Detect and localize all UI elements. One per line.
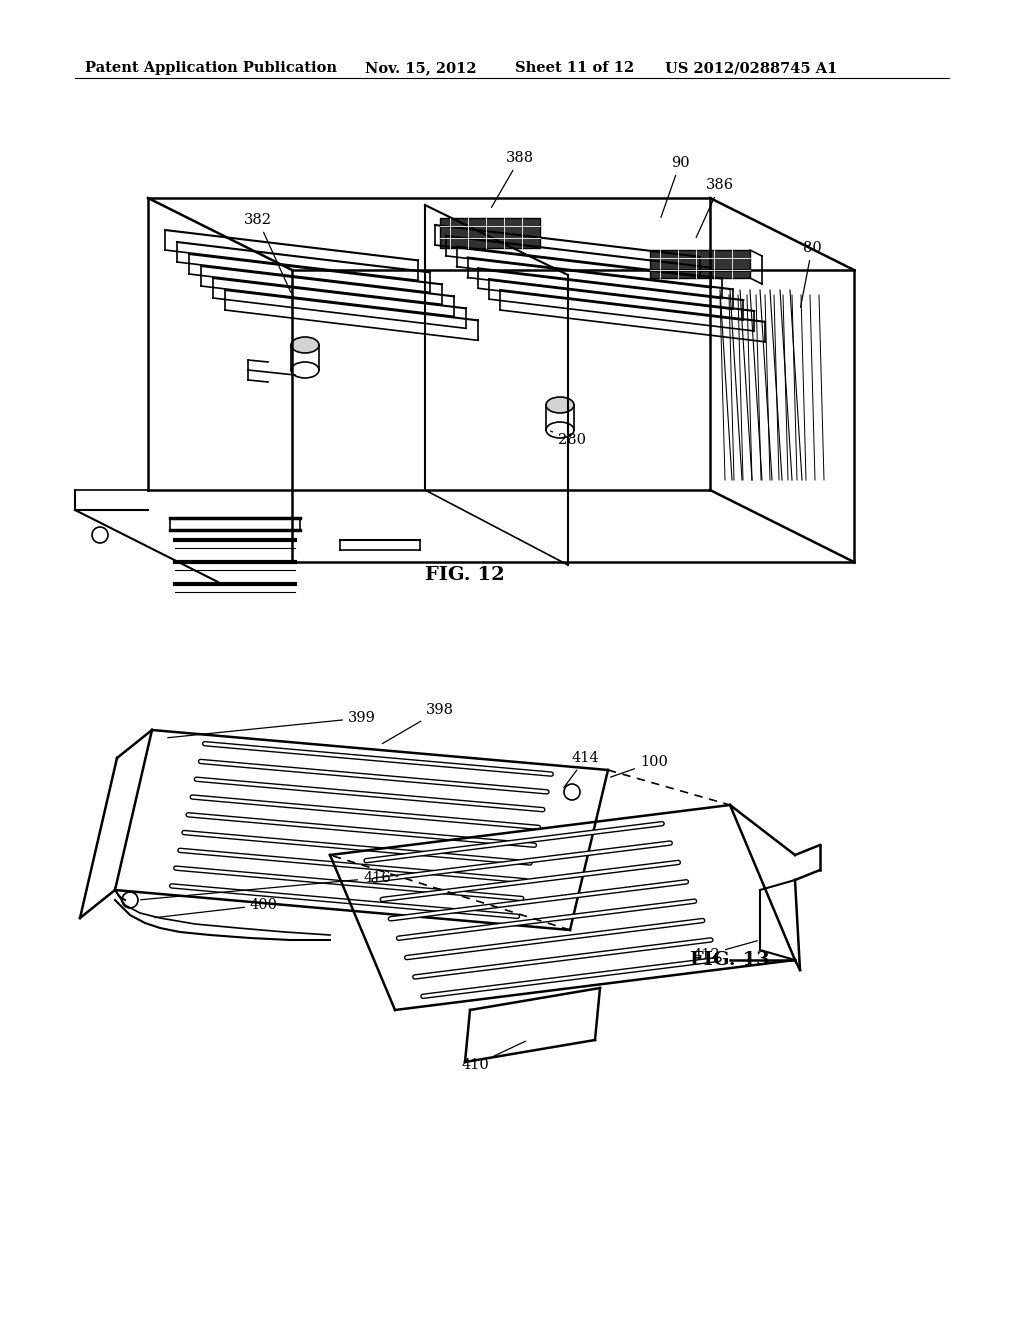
Text: Nov. 15, 2012: Nov. 15, 2012 xyxy=(365,61,476,75)
Text: 386: 386 xyxy=(696,178,734,238)
Text: 400: 400 xyxy=(155,898,278,917)
Ellipse shape xyxy=(291,362,319,378)
Text: 398: 398 xyxy=(382,704,454,743)
Text: 399: 399 xyxy=(168,711,376,738)
Text: 410: 410 xyxy=(461,1041,525,1072)
Polygon shape xyxy=(650,249,750,279)
Text: 414: 414 xyxy=(563,751,600,788)
Text: 90: 90 xyxy=(660,156,689,218)
Ellipse shape xyxy=(546,422,574,438)
Text: US 2012/0288745 A1: US 2012/0288745 A1 xyxy=(665,61,838,75)
Polygon shape xyxy=(440,218,540,248)
Ellipse shape xyxy=(546,397,574,413)
Text: 416: 416 xyxy=(140,871,391,900)
Text: Sheet 11 of 12: Sheet 11 of 12 xyxy=(515,61,634,75)
Text: 382: 382 xyxy=(244,213,291,293)
Text: Patent Application Publication: Patent Application Publication xyxy=(85,61,337,75)
Ellipse shape xyxy=(291,337,319,352)
Text: 80: 80 xyxy=(801,242,821,308)
Text: 100: 100 xyxy=(610,755,668,777)
Text: 388: 388 xyxy=(492,150,535,207)
Text: 412: 412 xyxy=(692,941,758,962)
Text: FIG. 12: FIG. 12 xyxy=(425,566,505,583)
Text: FIG. 13: FIG. 13 xyxy=(690,950,770,969)
Text: 280: 280 xyxy=(551,432,586,447)
